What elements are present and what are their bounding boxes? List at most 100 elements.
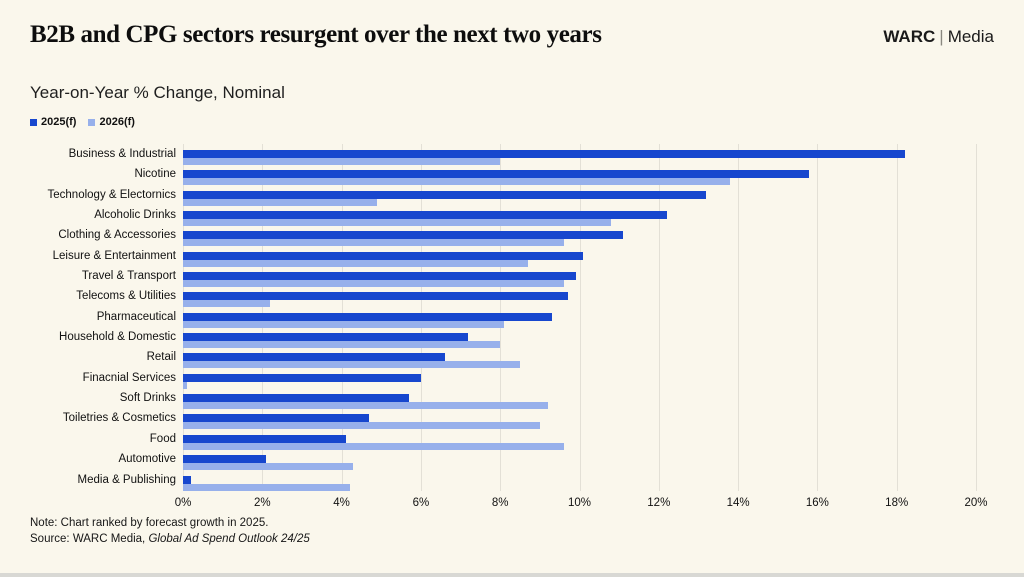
- category-label: Pharmaceutical: [96, 310, 176, 323]
- category-row: Nicotine: [0, 164, 1024, 186]
- legend-swatch-2025: [30, 118, 37, 126]
- bar-group: [183, 327, 976, 349]
- bar-group: [183, 470, 976, 491]
- category-label: Retail: [146, 351, 176, 364]
- legend-item-2025: 2025(f): [30, 116, 76, 128]
- bar-2025f: [183, 292, 568, 301]
- gridline: [976, 144, 977, 491]
- chart-subtitle: Year-on-Year % Change, Nominal: [30, 83, 285, 102]
- bar-2026f: [183, 463, 354, 471]
- bar-group: [183, 266, 976, 288]
- category-row: Finacnial Services: [0, 368, 1024, 389]
- bar-group: [183, 225, 976, 247]
- legend-label-2026: 2026(f): [99, 116, 135, 128]
- bottom-edge-strip: [0, 573, 1024, 577]
- brand-warc: WARC: [883, 27, 936, 46]
- bar-2025f: [183, 414, 370, 423]
- gridline: [579, 144, 581, 491]
- gridline: [896, 144, 898, 491]
- bar-2026f: [183, 341, 501, 349]
- category-row: Alcoholic Drinks: [0, 205, 1024, 227]
- bar-group: [183, 185, 976, 206]
- page-title: B2B and CPG sectors resurgent over the n…: [30, 21, 602, 48]
- category-label: Finacnial Services: [82, 371, 176, 384]
- category-label: Technology & Electornics: [47, 188, 176, 201]
- bar-2025f: [183, 333, 469, 342]
- gridline: [658, 144, 660, 491]
- source-publication: Global Ad Spend Outlook 24/25: [148, 533, 310, 545]
- category-label: Business & Industrial: [68, 148, 176, 160]
- category-row: Automotive: [0, 449, 1024, 471]
- bar-2026f: [183, 381, 187, 389]
- bar-2026f: [183, 239, 564, 247]
- category-row: Technology & Electornics: [0, 185, 1024, 206]
- bar-group: [183, 347, 976, 369]
- category-label: Clothing & Accessories: [58, 229, 176, 242]
- bar-2026f: [183, 361, 521, 369]
- category-label: Food: [149, 432, 176, 445]
- category-label: Household & Domestic: [59, 331, 176, 344]
- category-label: Media & Publishing: [77, 473, 176, 486]
- category-row: Telecoms & Utilities: [0, 286, 1024, 308]
- category-row: Travel & Transport: [0, 266, 1024, 288]
- brand-separator: |: [939, 27, 944, 46]
- category-label: Automotive: [118, 453, 176, 466]
- bar-group: [183, 449, 976, 471]
- bar-2025f: [183, 394, 409, 403]
- source-text: Source: WARC Media, Global Ad Spend Outl…: [30, 531, 310, 547]
- category-row: Soft Drinks: [0, 388, 1024, 410]
- bar-2026f: [183, 442, 564, 450]
- bar-2025f: [183, 434, 346, 443]
- legend-swatch-2026: [88, 118, 96, 126]
- bar-2025f: [183, 475, 191, 484]
- x-tick-label: 16%: [805, 497, 829, 509]
- bar-2025f: [183, 373, 421, 382]
- bar-2025f: [183, 251, 584, 260]
- bar-2026f: [183, 483, 350, 491]
- legend-item-2026: 2026(f): [88, 116, 135, 128]
- bar-2026f: [183, 402, 548, 410]
- category-row: Business & Industrial: [0, 144, 1024, 165]
- bar-group: [183, 164, 976, 186]
- category-label: Toiletries & Cosmetics: [62, 412, 176, 425]
- x-tick-label: 14%: [726, 497, 750, 509]
- bar-2025f: [183, 150, 905, 158]
- x-axis: 0% 2% 4% 6% 8% 10% 12% 14% 16% 18% 20%: [175, 497, 988, 511]
- x-tick-label: 6%: [412, 497, 430, 509]
- x-tick-label: 12%: [647, 497, 671, 509]
- category-row: Pharmaceutical: [0, 307, 1024, 328]
- note-text: Note: Chart ranked by forecast growth in…: [30, 517, 269, 529]
- category-row: Toiletries & Cosmetics: [0, 408, 1024, 430]
- legend-label-2025: 2025(f): [41, 116, 77, 128]
- category-row: Media & Publishing: [0, 470, 1024, 491]
- bar-2026f: [183, 300, 271, 308]
- warc-media-logo: WARC | Media: [883, 27, 994, 47]
- x-tick-label: 10%: [567, 497, 592, 509]
- chart-rows: Business & Industrial Nicotine Technology …: [0, 144, 1024, 491]
- bar-2026f: [183, 422, 540, 430]
- x-tick-label: 2%: [253, 497, 271, 509]
- category-row: Household & Domestic: [0, 327, 1024, 349]
- bar-2025f: [183, 455, 267, 464]
- bar-2025f: [183, 312, 552, 321]
- chart-footnote: Note: Chart ranked by forecast growth in…: [30, 515, 310, 547]
- category-label: Alcoholic Drinks: [94, 209, 176, 222]
- x-tick-label: 4%: [333, 497, 350, 509]
- bar-group: [183, 429, 976, 450]
- category-row: Leisure & Entertainment: [0, 246, 1024, 267]
- bar-2026f: [183, 178, 731, 186]
- bar-2025f: [183, 231, 624, 240]
- category-row: Food: [0, 429, 1024, 450]
- x-tick-label: 20%: [964, 497, 988, 509]
- category-label: Leisure & Entertainment: [52, 249, 176, 262]
- category-row: Retail: [0, 347, 1024, 369]
- bar-2025f: [183, 353, 445, 362]
- category-row: Clothing & Accessories: [0, 225, 1024, 247]
- bar-2026f: [183, 320, 505, 328]
- category-label: Soft Drinks: [119, 392, 176, 405]
- chart-legend: 2025(f) 2026(f): [30, 116, 135, 128]
- x-tick-label: 18%: [885, 497, 909, 509]
- category-label: Telecoms & Utilities: [76, 290, 176, 303]
- category-label: Nicotine: [134, 168, 176, 181]
